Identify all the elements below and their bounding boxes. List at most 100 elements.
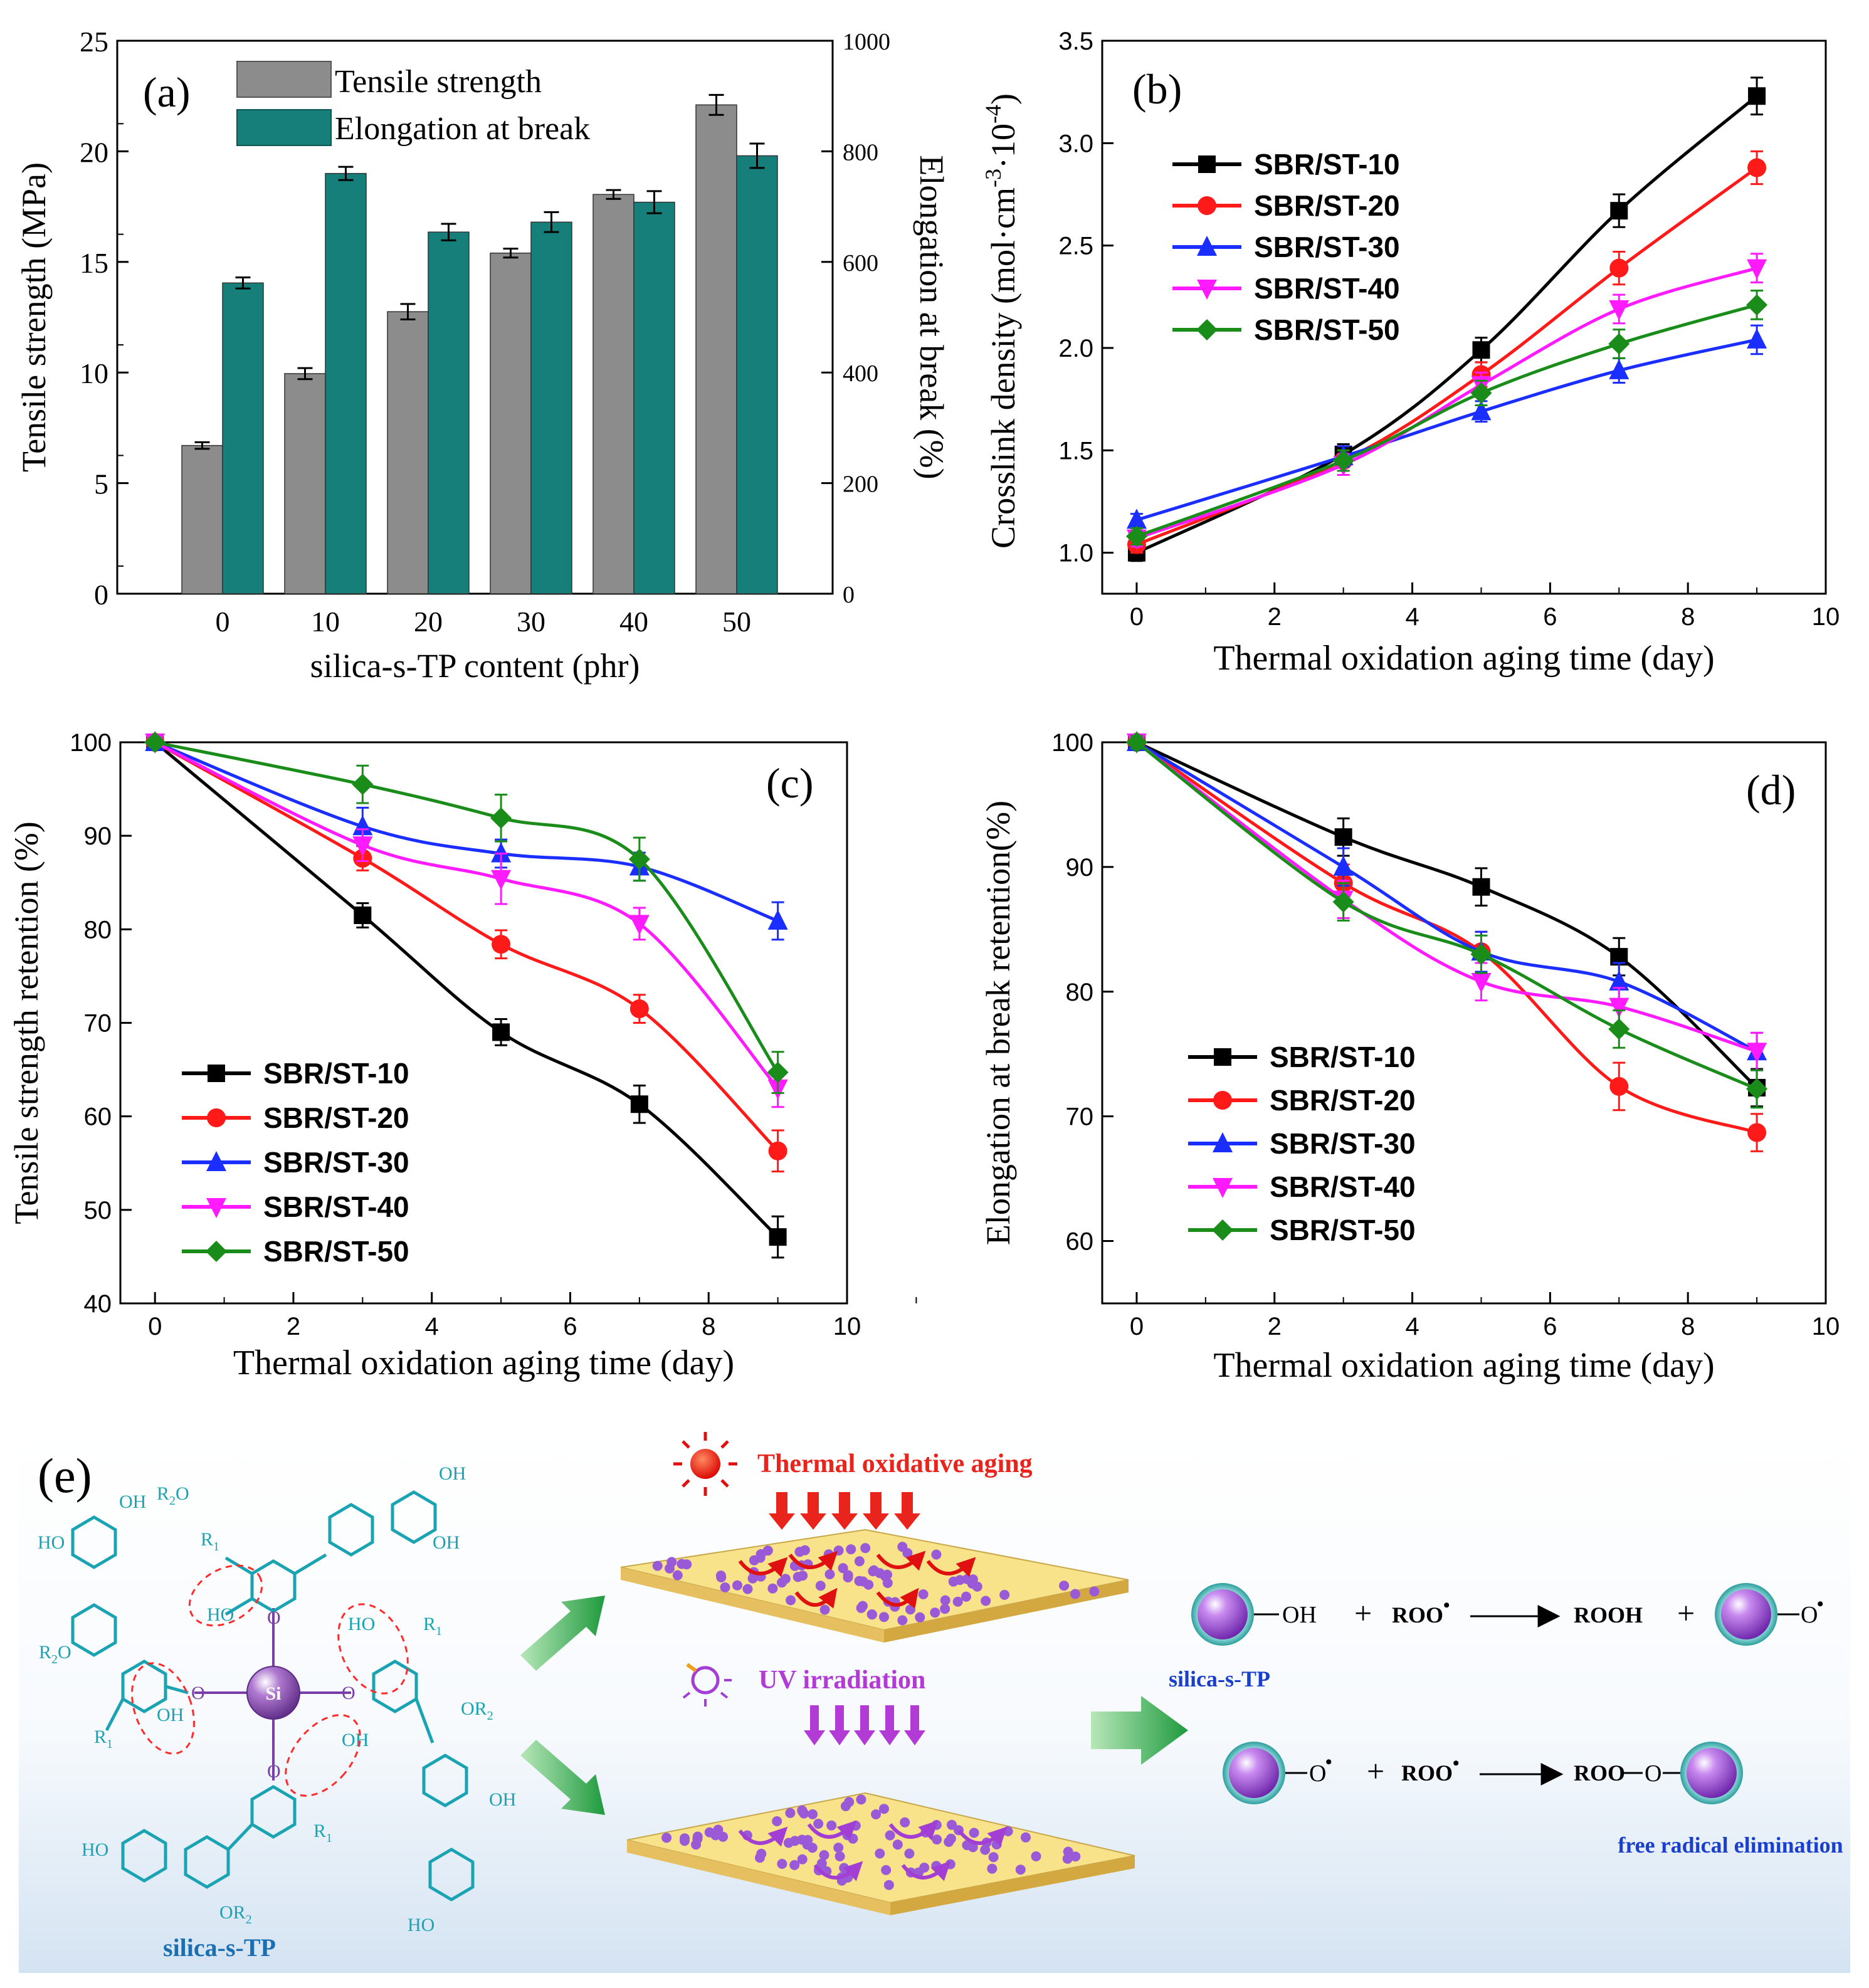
filler-particle xyxy=(897,1615,908,1626)
filler-particle xyxy=(988,1852,999,1863)
panel-d-legend-marker xyxy=(1212,1219,1233,1241)
panel-b-data-point xyxy=(1747,259,1767,280)
svg-text:ROO: ROO xyxy=(1574,1760,1625,1786)
panel-a-x-tick-label: 50 xyxy=(722,606,751,638)
filler-particle xyxy=(813,1819,824,1829)
panel-c-data-point xyxy=(768,1141,787,1160)
panel-c-legend-marker xyxy=(208,1065,225,1082)
panel-c-x-tick-label: 8 xyxy=(702,1313,715,1340)
svg-text:OH: OH xyxy=(1282,1602,1317,1628)
svg-text:OH: OH xyxy=(342,1730,369,1750)
filler-particle xyxy=(843,1570,853,1580)
panel-b-series-line xyxy=(1136,338,1757,522)
rubber-slab-thermal xyxy=(620,1528,1129,1643)
filler-particle xyxy=(967,1579,977,1589)
svg-text:OH: OH xyxy=(439,1463,466,1484)
panel-c-x-axis-label: Thermal oxidation aging time (day) xyxy=(233,1344,734,1382)
panel-b-x-tick-label: 2 xyxy=(1268,603,1282,631)
panel-c-series-line xyxy=(154,740,779,923)
panel-b-legend-marker xyxy=(1198,196,1216,215)
thermal-swirl-arrows xyxy=(738,1550,976,1609)
filler-particle xyxy=(692,1834,703,1844)
panel-c-data-point xyxy=(354,906,372,924)
panel-a-bar xyxy=(530,221,572,594)
panel-c-x-tick-label: 0 xyxy=(148,1313,162,1340)
filler-particle xyxy=(797,1854,808,1864)
panel-c-data-point xyxy=(492,935,511,954)
filler-particle xyxy=(780,1574,791,1584)
panel-d-legend-marker xyxy=(1214,1048,1231,1066)
filler-particle xyxy=(1059,1580,1070,1591)
panel-b-y-tick-label: 2.5 xyxy=(1058,233,1093,260)
panel-c-data-point xyxy=(490,807,512,829)
legend-label-tensile: Tensile strength xyxy=(335,64,542,100)
panel-a-bar xyxy=(633,201,675,594)
panel-c-series-line xyxy=(154,741,779,1238)
filler-particle xyxy=(987,1863,998,1874)
svg-text:•: • xyxy=(1817,1594,1824,1614)
filler-particle xyxy=(672,1570,683,1580)
panel-a-y2-tick-label: 400 xyxy=(843,360,878,387)
panel-c-data-point xyxy=(492,1023,510,1041)
tp-arms xyxy=(71,1490,475,1901)
si-center-label: Si xyxy=(265,1683,281,1704)
svg-text:OH: OH xyxy=(157,1705,184,1725)
filler-particle xyxy=(833,1843,844,1853)
panel-a-bar xyxy=(695,104,737,594)
filler-particle xyxy=(792,1572,803,1582)
panel-d-x-tick-label: 8 xyxy=(1681,1313,1695,1340)
filler-particle xyxy=(854,1575,865,1586)
svg-text:ROOH: ROOH xyxy=(1574,1602,1643,1628)
legend-swatch-tensile xyxy=(236,61,332,98)
panel-b-axes-frame xyxy=(1101,39,1827,595)
filler-particle xyxy=(1015,1864,1026,1875)
panel-d-series-line xyxy=(1135,740,1758,1053)
panel-d-data-point xyxy=(1334,828,1352,846)
panel-a-x-tick-label: 20 xyxy=(414,606,443,638)
panel-a-bar xyxy=(387,311,429,594)
panel-d-data-point xyxy=(1609,970,1629,991)
filler-particle xyxy=(1031,1851,1041,1861)
filler-particle xyxy=(819,1604,830,1615)
panel-a-y-tick-label: 5 xyxy=(94,468,108,500)
svg-text:O: O xyxy=(1801,1602,1818,1628)
panel-b-data-point xyxy=(1609,258,1629,278)
filler-particle xyxy=(756,1848,767,1859)
filler-particle xyxy=(1070,1851,1081,1862)
filler-particle xyxy=(661,1833,672,1843)
panel-a-x-tick-label: 30 xyxy=(517,606,545,638)
reaction-equation-2: O • + ROO • ROO O xyxy=(1223,1742,1743,1804)
panel-d-legend-label: SBR/ST-30 xyxy=(1270,1127,1416,1160)
svg-text:O: O xyxy=(267,1607,281,1628)
filler-particle xyxy=(900,1817,910,1828)
panel-d-legend-marker xyxy=(1213,1132,1233,1152)
svg-text:R2O: R2O xyxy=(39,1642,71,1666)
filler-particle xyxy=(824,1569,835,1580)
thermal-label: Thermal oxidative aging xyxy=(757,1449,1033,1478)
panel-d-label: (d) xyxy=(1746,766,1796,814)
panel-c-data-point xyxy=(629,999,649,1019)
filler-particle xyxy=(947,1819,957,1830)
panel-a-bar xyxy=(428,231,470,594)
filler-particle xyxy=(747,1573,758,1584)
panel-b-data-point xyxy=(1470,382,1492,404)
filler-particle xyxy=(932,1834,942,1845)
filler-particle xyxy=(815,1580,826,1591)
filler-particle xyxy=(915,1612,925,1622)
svg-text:R1: R1 xyxy=(201,1529,219,1554)
panel-b-legend-marker xyxy=(1197,236,1217,256)
panel-d-series-line xyxy=(1135,740,1757,1134)
svg-text:O: O xyxy=(1309,1760,1326,1787)
panel-c-legend-label: SBR/ST-10 xyxy=(263,1057,409,1090)
panel-b-data-point xyxy=(1472,341,1490,359)
uv-label: UV irradiation xyxy=(759,1666,925,1695)
panel-b-y-tick-label: 3.5 xyxy=(1058,28,1093,55)
panel-b-data-point xyxy=(1126,508,1147,529)
panel-b-series-line xyxy=(1136,166,1758,546)
panel-c-y-tick-label: 90 xyxy=(84,823,112,850)
svg-text:R1: R1 xyxy=(313,1821,332,1845)
filler-particle xyxy=(930,1607,940,1618)
panel-d-data-point xyxy=(1747,1043,1767,1063)
panel-d-x-tick-label: 10 xyxy=(1812,1313,1840,1340)
filler-particle xyxy=(652,1560,663,1571)
